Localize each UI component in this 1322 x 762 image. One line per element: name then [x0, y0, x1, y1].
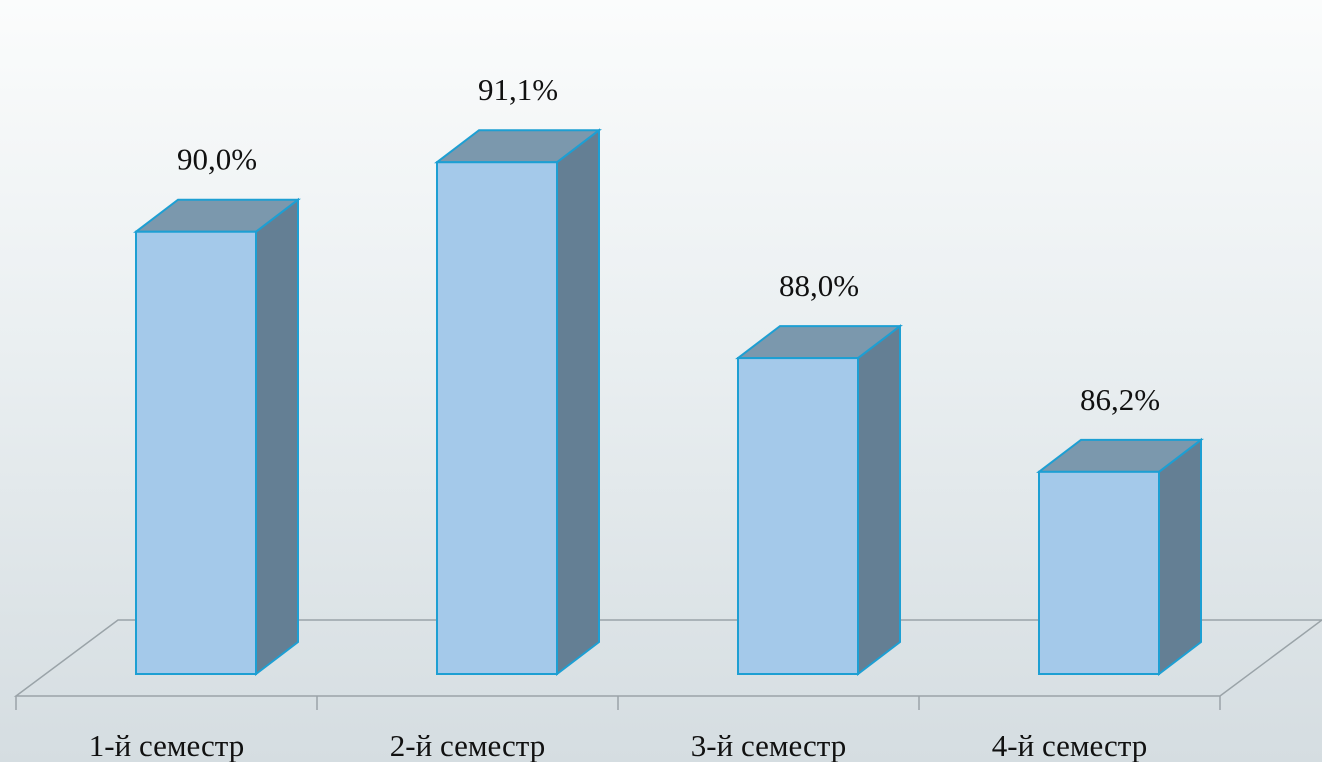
bar-front-face	[1038, 470, 1160, 675]
bar-side-face	[556, 128, 600, 677]
bar-front-face	[135, 230, 257, 676]
bar-front-face	[737, 357, 859, 675]
category-label: 3-й семестр	[691, 728, 846, 762]
value-label: 91,1%	[478, 72, 558, 107]
bar-front-face	[436, 161, 558, 676]
bar-side-face	[857, 324, 901, 677]
bar	[133, 197, 301, 677]
bar-side-face	[1158, 437, 1202, 677]
bars-group	[133, 128, 1204, 677]
chart-floor	[13, 619, 1322, 710]
bar	[1036, 437, 1204, 677]
bar	[735, 324, 903, 677]
category-label: 2-й семестр	[390, 728, 545, 762]
value-labels-group: 90,0% 91,1% 88,0% 86,2%	[177, 72, 1160, 417]
category-labels-group: 1-й семестр 2-й семестр 3-й семестр 4-й сем…	[89, 728, 1147, 762]
bar-side-face	[255, 197, 299, 677]
value-label: 90,0%	[177, 142, 257, 177]
bar	[434, 128, 602, 677]
value-label: 88,0%	[779, 268, 859, 303]
floor-plane	[13, 619, 1322, 697]
value-label: 86,2%	[1080, 382, 1160, 417]
category-label: 1-й семестр	[89, 728, 244, 762]
category-label: 4-й семестр	[992, 728, 1147, 762]
